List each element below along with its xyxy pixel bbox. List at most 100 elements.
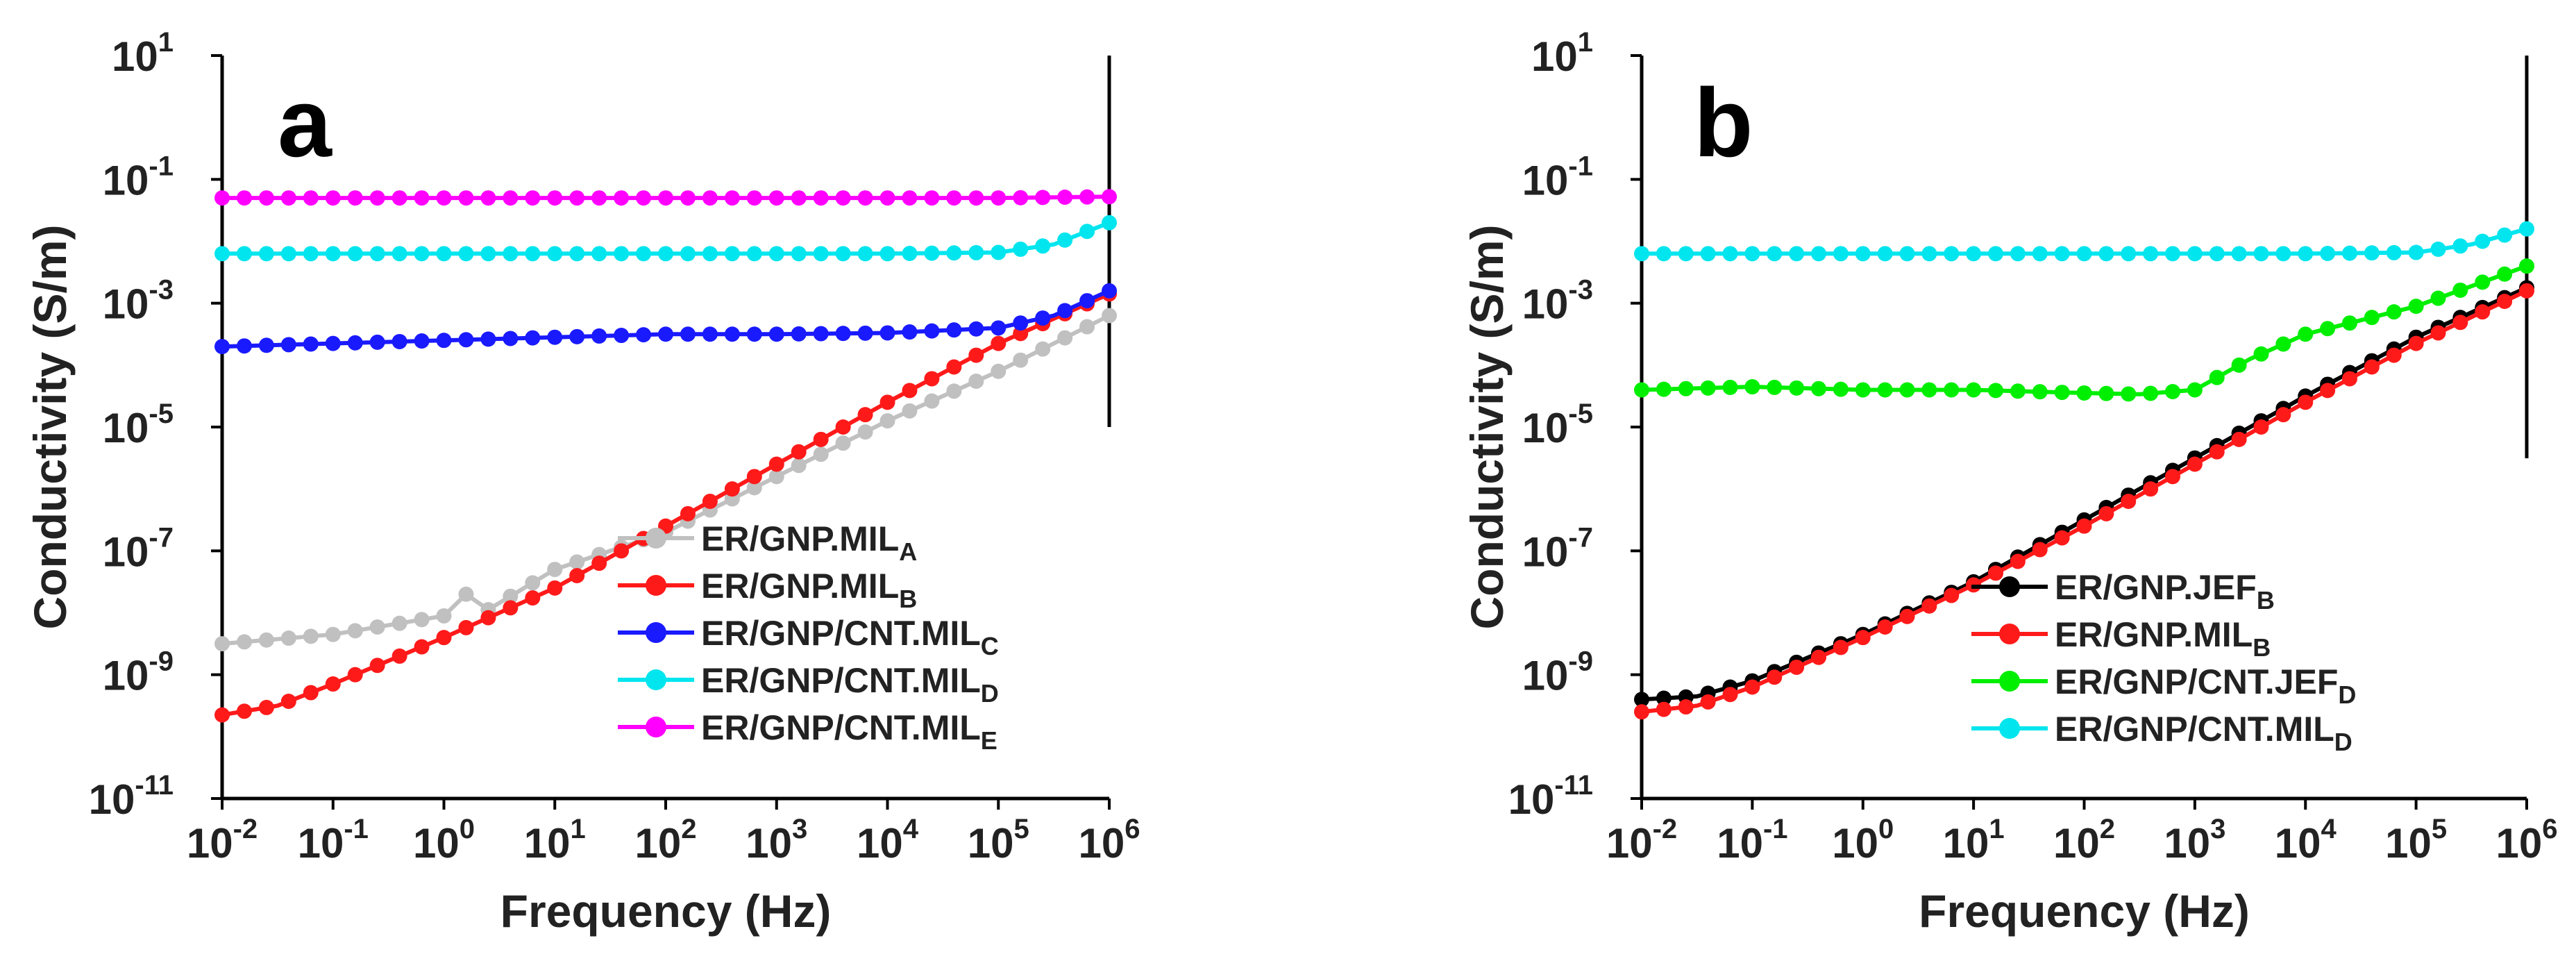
data-point xyxy=(1700,246,1716,262)
x-axis-title: Frequency (Hz) xyxy=(1919,885,2250,937)
data-point xyxy=(347,246,363,262)
data-point xyxy=(791,190,807,206)
data-point xyxy=(968,347,984,363)
data-point xyxy=(1944,382,1960,398)
data-point xyxy=(1899,382,1915,398)
data-point xyxy=(746,480,762,496)
data-point xyxy=(1013,315,1029,331)
data-point xyxy=(1678,699,1694,715)
series-2 xyxy=(1634,258,2534,402)
data-point xyxy=(369,246,385,262)
data-point xyxy=(1988,565,2003,581)
data-point xyxy=(1656,690,1672,706)
data-point xyxy=(2231,246,2247,262)
data-point xyxy=(392,246,407,262)
y-tick-label: 10-11 xyxy=(89,770,174,823)
data-point xyxy=(702,326,718,342)
data-point xyxy=(2187,382,2203,398)
legend-entry: ER/GNP/CNT.MILC xyxy=(618,614,999,660)
data-point xyxy=(458,190,474,206)
data-point xyxy=(614,543,630,559)
data-point xyxy=(414,190,430,206)
data-point xyxy=(879,190,895,206)
data-point xyxy=(2054,246,2070,262)
data-point xyxy=(2054,530,2070,546)
data-point xyxy=(991,320,1007,336)
data-point xyxy=(480,246,496,262)
data-point xyxy=(2408,335,2424,351)
data-point xyxy=(1833,246,1849,262)
data-point xyxy=(791,444,807,460)
x-tick-label: 104 xyxy=(2275,814,2337,867)
data-point xyxy=(414,612,430,628)
data-point xyxy=(280,630,296,646)
data-point xyxy=(680,246,696,262)
data-point xyxy=(2187,456,2203,472)
data-point xyxy=(1634,246,1649,262)
data-point xyxy=(436,630,452,646)
data-point xyxy=(768,246,784,262)
data-point xyxy=(835,435,851,451)
data-point xyxy=(702,190,718,206)
data-point xyxy=(2098,505,2114,521)
data-point xyxy=(946,359,962,375)
data-point xyxy=(1944,246,1960,262)
x-tick-label: 100 xyxy=(1832,814,1894,867)
data-point xyxy=(614,328,630,344)
series-2 xyxy=(214,283,1117,355)
data-point xyxy=(813,446,829,462)
legend-entry: ER/GNP.MILA xyxy=(618,519,917,566)
data-point xyxy=(1789,659,1805,675)
data-point xyxy=(503,190,519,206)
data-point xyxy=(369,334,385,350)
data-point xyxy=(436,333,452,349)
data-point xyxy=(902,190,918,206)
data-point xyxy=(636,327,652,343)
data-point xyxy=(1811,246,1826,262)
x-tick-label: 100 xyxy=(413,814,475,867)
data-point xyxy=(2076,246,2092,262)
x-tick-label: 102 xyxy=(635,814,697,867)
data-point xyxy=(924,323,940,339)
data-point xyxy=(1833,381,1849,397)
legend-entry: ER/GNP/CNT.MILE xyxy=(618,708,997,755)
data-point xyxy=(702,246,718,262)
data-point xyxy=(547,329,563,345)
data-point xyxy=(503,246,519,262)
data-point xyxy=(2298,246,2314,262)
series-4 xyxy=(214,189,1117,206)
data-point xyxy=(1079,319,1095,335)
data-point xyxy=(414,333,430,349)
y-tick-label: 10-3 xyxy=(1522,275,1593,328)
data-point xyxy=(991,363,1007,379)
data-point xyxy=(236,246,252,262)
data-point xyxy=(1811,649,1826,665)
data-point xyxy=(968,244,984,260)
data-point xyxy=(768,190,784,206)
y-tick-label: 10-9 xyxy=(103,646,174,699)
data-point xyxy=(991,244,1007,260)
x-axis-title: Frequency (Hz) xyxy=(500,885,832,937)
legend-swatch-marker xyxy=(1999,671,2020,692)
data-point xyxy=(591,555,607,571)
data-point xyxy=(2253,346,2269,362)
data-point xyxy=(614,190,630,206)
data-point xyxy=(414,639,430,655)
data-point xyxy=(369,658,385,674)
data-point xyxy=(1656,381,1672,397)
legend-label: ER/GNP/CNT.MILE xyxy=(701,708,997,755)
data-point xyxy=(2408,299,2424,315)
data-point xyxy=(2165,469,2180,485)
data-point xyxy=(658,190,673,206)
series-3 xyxy=(214,215,1117,262)
data-point xyxy=(503,331,519,346)
data-point xyxy=(2519,221,2534,237)
data-point xyxy=(347,667,363,683)
data-point xyxy=(791,458,807,474)
data-point xyxy=(2430,241,2446,257)
data-point xyxy=(303,336,319,352)
y-tick-label: 10-7 xyxy=(103,522,174,575)
legend-label: ER/GNP.MILA xyxy=(701,519,917,566)
data-point xyxy=(2364,310,2380,326)
data-point xyxy=(2032,384,2048,400)
